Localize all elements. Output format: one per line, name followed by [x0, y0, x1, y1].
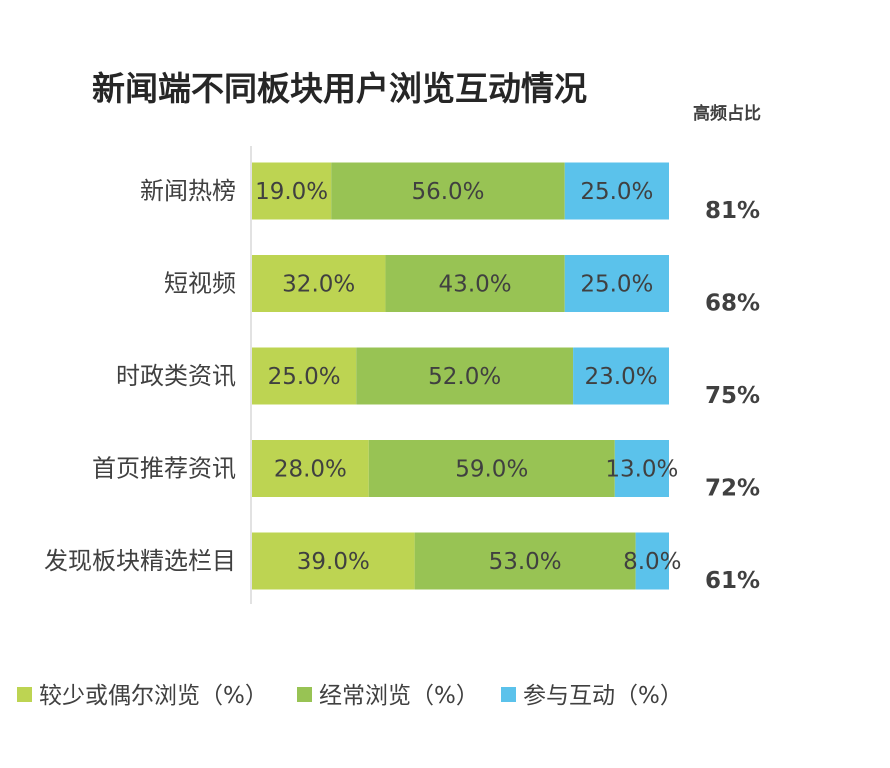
bar-segment	[252, 255, 386, 312]
chart-title: 新闻端不同板块用户浏览互动情况	[92, 69, 587, 108]
bar-segment	[635, 532, 669, 590]
bar-segment	[252, 347, 357, 405]
category-label: 时政类资讯	[116, 362, 236, 390]
legend-swatch	[501, 687, 516, 702]
bar-segment	[252, 532, 415, 590]
bar-segment	[252, 440, 369, 497]
legend-swatch	[17, 687, 32, 702]
category-label: 短视频	[164, 270, 236, 298]
data-label: 52.0%	[428, 364, 501, 390]
category-label: 新闻热榜	[140, 177, 236, 205]
bar-segment	[573, 347, 669, 405]
data-label: 28.0%	[274, 457, 347, 483]
category-label: 首页推荐资讯	[92, 455, 236, 483]
data-label: 25.0%	[580, 272, 653, 298]
bar-segment	[331, 162, 565, 220]
bar-segment	[385, 255, 565, 312]
bar-segment	[564, 255, 669, 312]
data-label: 25.0%	[580, 179, 653, 205]
ratio-label: 72%	[705, 476, 760, 502]
data-label: 13.0%	[605, 457, 678, 483]
data-label: 59.0%	[455, 457, 528, 483]
data-label: 8.0%	[623, 549, 681, 575]
legend-swatch	[297, 687, 312, 702]
bar-segment	[252, 162, 332, 220]
legend: 较少或偶尔浏览（%） 经常浏览（%） 参与互动（%）	[17, 683, 683, 709]
bar-segment	[356, 347, 574, 405]
ratio-label: 81%	[705, 198, 760, 224]
data-label: 25.0%	[268, 364, 341, 390]
data-label: 39.0%	[297, 549, 370, 575]
data-label: 43.0%	[439, 272, 512, 298]
ratio-label: 75%	[705, 383, 760, 409]
data-label: 32.0%	[282, 272, 355, 298]
ratio-label: 61%	[705, 568, 760, 594]
data-label: 56.0%	[411, 179, 484, 205]
category-label: 发现板块精选栏目	[44, 547, 236, 575]
legend-entry: 经常浏览（%）	[319, 683, 479, 709]
bar-segment	[414, 532, 636, 590]
legend-entry: 参与互动（%）	[523, 683, 683, 709]
data-label: 23.0%	[585, 364, 658, 390]
labels-layer: 新闻热榜 19.0% 56.0% 25.0% 81% 短视频 32.0% 43.0% 25.0%…	[44, 177, 760, 594]
bars-layer	[252, 162, 669, 590]
data-label: 53.0%	[489, 549, 562, 575]
bar-segment	[564, 162, 669, 220]
data-label: 19.0%	[255, 179, 328, 205]
bar-segment	[614, 440, 669, 497]
ratio-label: 68%	[705, 291, 760, 317]
legend-entry: 较少或偶尔浏览（%）	[39, 683, 268, 709]
ratio-header: 高频占比	[693, 103, 761, 124]
bar-segment	[368, 440, 615, 497]
